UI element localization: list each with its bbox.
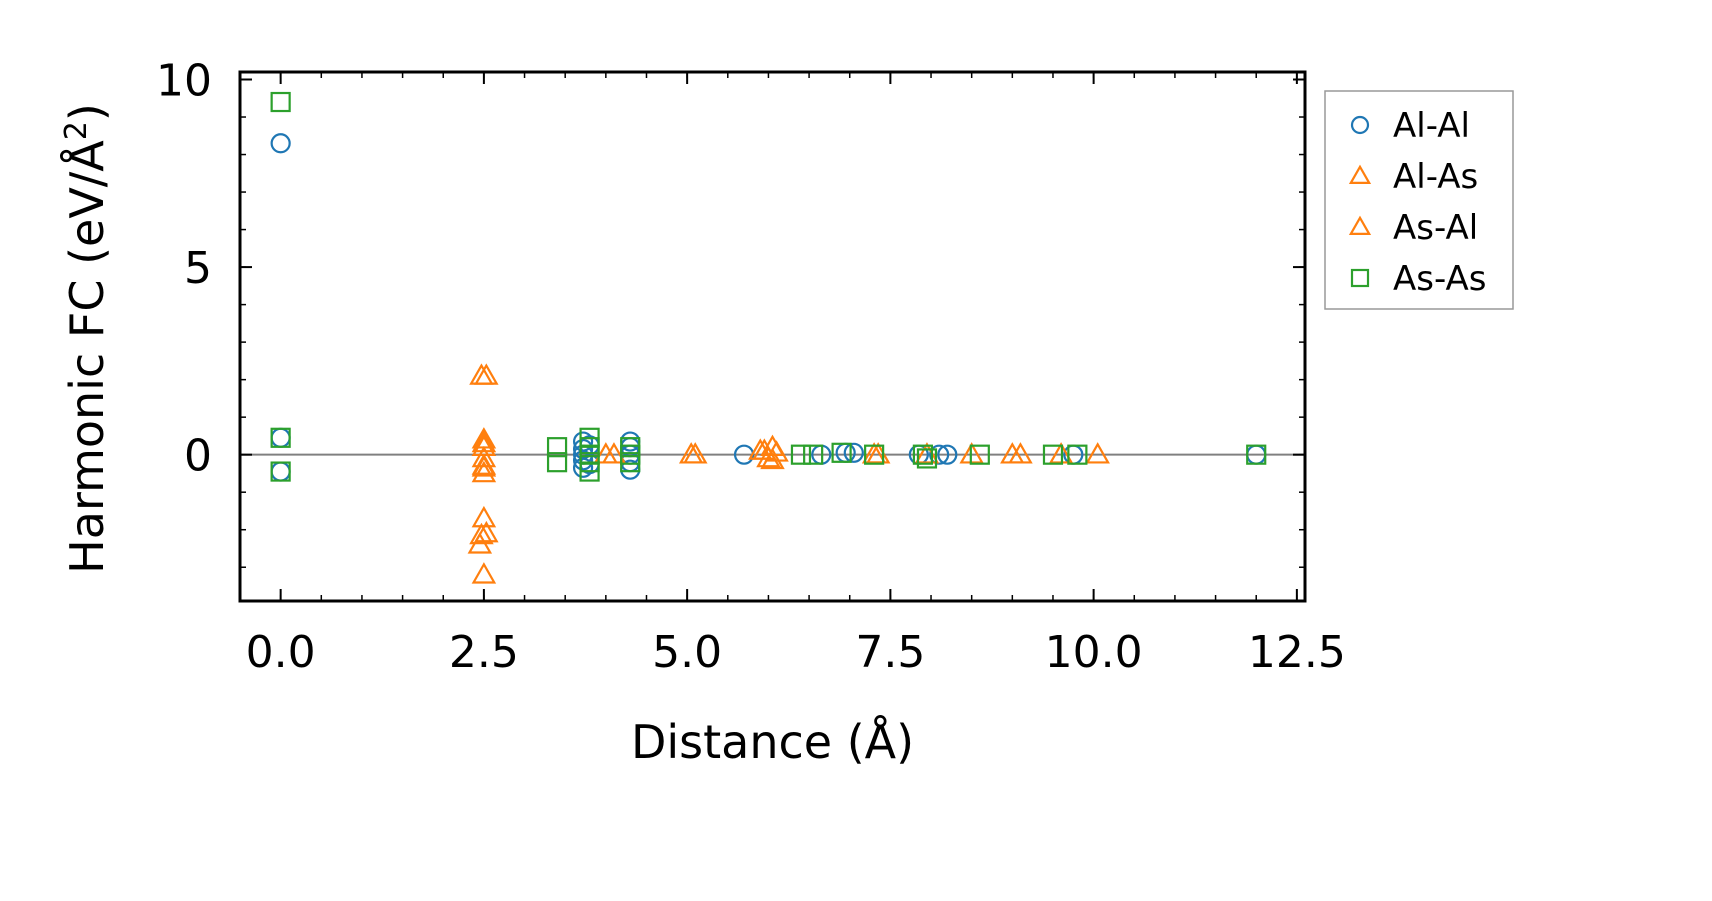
data-point [620,452,641,473]
data-point [546,452,568,473]
y-tick-label: 0 [184,431,212,482]
axis-ticks-layer [240,72,1305,601]
y-tick-label: 10 [156,56,212,107]
data-point [929,444,950,465]
legend-label: As-As [1393,259,1486,299]
data-point [471,562,497,584]
series-as-al [471,430,1110,475]
data-point [270,461,291,482]
data-point [831,442,852,463]
data-point [471,460,497,483]
data-point [1008,442,1033,464]
data-point [467,532,493,554]
legend-label: Al-As [1393,157,1478,197]
legend-item: Al-Al [1350,106,1470,146]
legend-box [1324,90,1514,310]
data-point [270,91,291,113]
y-axis-title: Harmonic FC (eV/Å2) [59,103,115,574]
data-point [764,440,789,462]
data-point [270,461,291,482]
y-axis-title-superscript: 2 [59,121,94,140]
data-point [471,430,497,453]
y-axis-title-close: ) [60,103,114,121]
x-tick-label: 5.0 [652,627,722,678]
series-al-al [270,133,1267,482]
legend-marker [1350,268,1370,288]
x-tick-label: 12.5 [1248,627,1346,678]
x-tick-label: 0.0 [246,627,316,678]
y-tick-label: 5 [184,243,212,294]
data-point [843,442,864,463]
legend: Al-Al Al-As As-Al As-As [1324,90,1514,310]
data-point [579,461,600,482]
data-point [474,363,499,385]
series-al-as [467,363,1074,584]
series-as-as [270,91,1267,482]
data-point [969,444,990,465]
data-point [1246,444,1267,465]
plot-frame [238,70,1307,603]
tick-labels-layer: 0.0 2.5 5.0 7.5 10.0 12.5 0 5 10 [156,56,1346,678]
legend-item: Al-As [1348,157,1478,197]
legend-marker [1348,164,1372,184]
legend-label: Al-Al [1393,106,1470,146]
data-point [1042,444,1064,465]
data-point [756,445,781,468]
data-point [678,442,704,464]
legend-item: As-Al [1348,208,1478,248]
legend-marker [1348,215,1372,235]
legend-label: As-Al [1393,208,1478,248]
x-tick-label: 10.0 [1045,627,1143,678]
data-point [803,444,824,465]
data-point [471,445,497,468]
x-tick-label: 7.5 [855,627,925,678]
data-point [937,444,958,465]
data-point [270,133,291,154]
data-point [471,505,497,528]
data-point [546,437,568,458]
data-point [471,453,497,475]
legend-marker [1350,115,1370,135]
data-point [270,427,291,448]
data-point [270,427,291,448]
data-point [916,448,938,469]
data-marks-layer [270,91,1267,584]
data-point [1067,444,1088,465]
y-axis-title-main: Harmonic FC (eV/Å [60,140,114,574]
data-point [469,522,494,545]
data-point [864,444,885,465]
x-tick-label: 2.5 [449,627,519,678]
data-point [474,520,499,543]
legend-item: As-As [1350,259,1486,299]
x-axis-title: Distance (Å) [631,715,914,769]
data-point [1085,442,1110,464]
data-point [790,444,812,465]
data-point [593,442,619,464]
data-point [912,444,934,465]
